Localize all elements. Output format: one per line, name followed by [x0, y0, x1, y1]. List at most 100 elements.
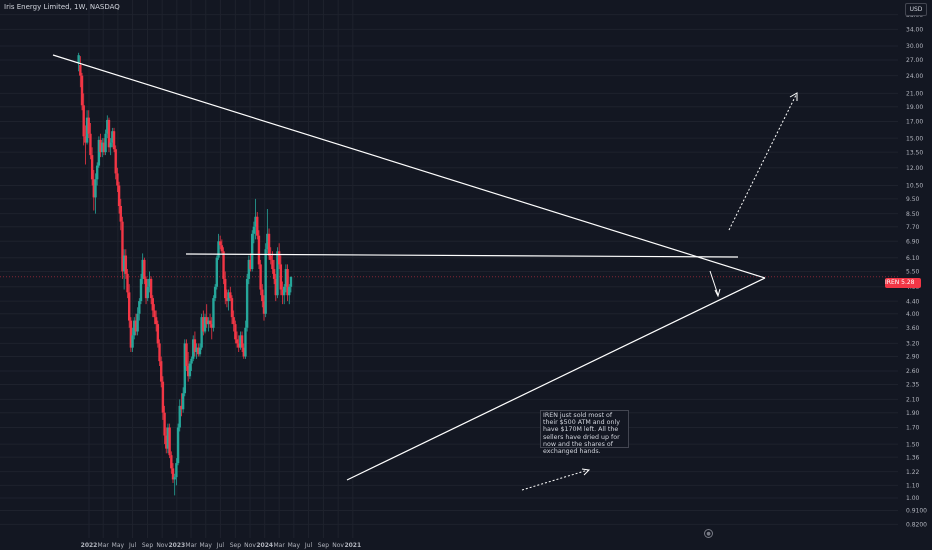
candle-body	[205, 317, 208, 325]
price-axis[interactable]: 38.0034.0030.0027.0024.0021.0019.0017.00…	[906, 12, 927, 529]
x-tick-label: Mar	[273, 542, 285, 549]
drift-arrow-head	[581, 468, 591, 476]
candle-body	[286, 269, 289, 296]
y-tick-label: 10.50	[906, 183, 923, 190]
candle-body	[276, 251, 279, 296]
x-tick-label: Nov	[332, 542, 344, 549]
candle-body	[124, 255, 128, 274]
candle-body	[213, 286, 217, 299]
candle-body	[180, 405, 183, 410]
candle-body	[190, 358, 193, 364]
candle-body	[240, 335, 244, 348]
y-tick-label: 4.40	[906, 298, 920, 305]
y-tick-label: 1.90	[906, 410, 920, 417]
candle-body	[203, 317, 207, 332]
annotation-note[interactable]: IREN just sold most of their $500 ATM an…	[540, 410, 629, 455]
candle-body	[79, 65, 82, 76]
candle-body	[143, 259, 146, 279]
candle-body	[234, 324, 237, 340]
candle-body	[129, 320, 133, 348]
candle-body	[289, 276, 293, 287]
chart-title: Iris Energy Limited, 1W, NASDAQ	[4, 3, 120, 11]
x-tick-label: 2023	[169, 542, 186, 549]
candle-body	[171, 468, 175, 480]
y-tick-label: 8.50	[906, 211, 920, 218]
candle-body	[249, 259, 252, 270]
candle-body	[181, 393, 185, 410]
candle-body	[94, 179, 97, 198]
y-tick-label: 1.50	[906, 441, 920, 448]
candle-body	[259, 264, 262, 290]
y-tick-label: 1.10	[906, 483, 920, 490]
replay-icon[interactable]: ●	[704, 529, 713, 538]
candle-body	[121, 221, 124, 272]
candle-body	[114, 149, 117, 174]
x-tick-label: Sep	[230, 542, 242, 549]
candle-body	[116, 173, 119, 186]
candle-body	[222, 251, 225, 279]
candle-body	[284, 269, 288, 287]
candle-body	[111, 131, 114, 143]
y-tick-label: 12.00	[906, 165, 923, 172]
candle-body	[85, 117, 89, 143]
short-down-arrow-head	[714, 288, 721, 298]
candle-body	[262, 301, 266, 314]
candle-body	[257, 235, 261, 265]
candle-body	[104, 133, 107, 153]
candle-body	[197, 347, 200, 355]
candle-body	[207, 320, 210, 325]
candle-body	[160, 361, 163, 382]
candle-body	[237, 343, 240, 348]
candle-body	[242, 347, 245, 357]
y-tick-label: 1.36	[906, 454, 920, 461]
candle-body	[277, 251, 281, 265]
candle-body	[212, 298, 215, 328]
candle-body	[229, 292, 232, 299]
candle-body	[272, 269, 276, 279]
candle-body	[173, 477, 176, 480]
candle-body	[230, 298, 234, 318]
candle-body	[235, 339, 239, 344]
time-axis[interactable]: 2022 Mar May Jul Sep Nov 2023 Mar May Jul Sep Nov 20…	[81, 542, 362, 549]
candle-body	[178, 405, 181, 428]
candle-body	[92, 179, 96, 198]
x-tick-label: 2024	[256, 542, 273, 549]
currency-badge[interactable]: USD	[905, 3, 927, 16]
candle-body	[175, 463, 178, 478]
last-price-value: 5.28	[901, 279, 915, 286]
candle-body	[215, 257, 219, 287]
candle-body	[109, 142, 112, 148]
candle-body	[102, 142, 106, 153]
y-tick-label: 1.70	[906, 425, 920, 432]
candle-body	[107, 119, 111, 148]
candle-body	[188, 363, 192, 377]
x-tick-label: May	[200, 542, 213, 549]
candlesticks	[77, 52, 293, 496]
x-tick-label: Jul	[304, 542, 313, 549]
candle-body	[158, 343, 161, 362]
x-tick-label: Nov	[156, 542, 168, 549]
candle-body	[217, 241, 220, 258]
breakout-arrow-line	[728, 94, 797, 231]
candle-body	[267, 233, 271, 256]
candle-body	[122, 255, 126, 272]
candle-body	[264, 249, 267, 314]
x-tick-label: Sep	[318, 542, 330, 549]
candle-body	[80, 75, 84, 106]
trendline-drawings	[52, 54, 798, 491]
x-tick-label: May	[288, 542, 301, 549]
candle-body	[256, 216, 259, 236]
x-tick-label: Sep	[142, 542, 154, 549]
candle-body	[281, 289, 284, 296]
y-tick-label: 5.50	[906, 269, 920, 276]
y-tick-label: 3.20	[906, 341, 920, 348]
candle-body	[82, 105, 85, 137]
y-tick-label: 2.10	[906, 397, 920, 404]
candle-body	[176, 427, 180, 464]
y-tick-label: 9.50	[906, 196, 920, 203]
candle-body	[127, 292, 131, 321]
candle-body	[166, 427, 170, 449]
y-tick-label: 27.00	[906, 57, 923, 64]
candle-body	[202, 317, 205, 332]
